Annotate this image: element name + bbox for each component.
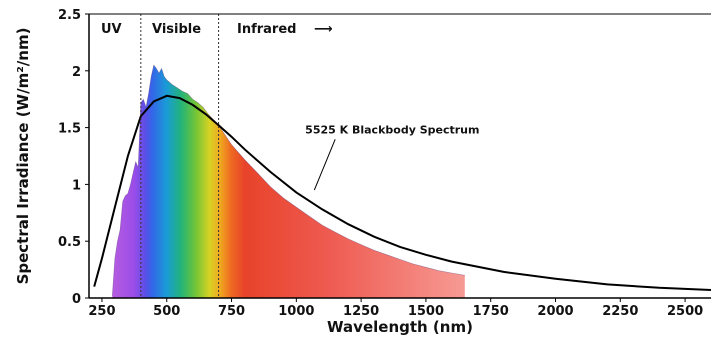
y-axis-title: Spectral Irradiance (W/m²/nm) <box>14 28 32 285</box>
x-tick-label: 2250 <box>602 304 638 319</box>
axes <box>88 13 711 299</box>
region-labels: UV Visible Infrared ⟶ <box>101 22 333 37</box>
infrared-label: Infrared <box>237 22 296 37</box>
x-tick-label: 500 <box>153 304 180 319</box>
blackbody-curve <box>93 94 711 291</box>
y-tick-label: 0.5 <box>58 235 81 250</box>
y-tick-label: 2.5 <box>58 8 81 23</box>
x-axis-title: Wavelength (nm) <box>327 318 473 336</box>
x-tick-label: 2500 <box>667 304 703 319</box>
solar-spectrum-area <box>112 65 465 298</box>
y-tick-label: 0 <box>72 292 81 307</box>
y-tick-label: 2 <box>72 65 81 80</box>
y-ticks: 0 0.5 1 1.5 2 2.5 <box>58 8 89 307</box>
region-boundaries <box>140 14 220 298</box>
blackbody-annotation: 5525 K Blackbody Spectrum <box>305 123 479 191</box>
y-tick-label: 1.5 <box>58 122 81 137</box>
x-tick-label: 1500 <box>408 304 444 319</box>
annotation-label: 5525 K Blackbody Spectrum <box>305 123 479 136</box>
y-tick-label: 1 <box>72 178 81 193</box>
x-tick-label: 1000 <box>278 304 314 319</box>
visible-label: Visible <box>152 22 201 37</box>
x-tick-label: 1750 <box>473 304 509 319</box>
x-ticks: 250 500 750 1000 1250 1500 1750 2000 2250 2500 <box>88 298 703 319</box>
infrared-arrow-icon: ⟶ <box>314 22 333 37</box>
x-tick-label: 2000 <box>537 304 573 319</box>
x-tick-label: 250 <box>88 304 115 319</box>
uv-label: UV <box>101 22 122 37</box>
solar-spectrum-edge <box>112 64 465 296</box>
x-tick-label: 750 <box>218 304 245 319</box>
x-tick-label: 1250 <box>343 304 379 319</box>
annotation-pointer <box>313 139 336 191</box>
plot-area <box>93 64 711 298</box>
